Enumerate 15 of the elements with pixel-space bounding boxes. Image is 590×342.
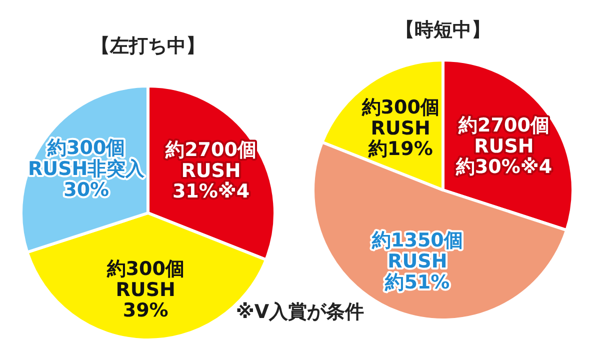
text: ※V入賞が条件: [236, 301, 364, 323]
data-label: 31%※4: [172, 180, 250, 203]
data-label: 約51%: [384, 271, 450, 294]
slice-label: 約2700個 RUSH: [164, 138, 256, 182]
data-label: 約19%: [367, 138, 433, 160]
data-label: 39%: [122, 300, 168, 322]
chart-title: 【時短中】: [396, 19, 490, 41]
data-label: 30%: [64, 178, 110, 201]
slice-label: 約300個 RUSH: [360, 96, 440, 140]
slice-label: 約300個 RUSH: [106, 258, 184, 301]
slice-label: 約300個 RUSH非突入: [28, 136, 146, 180]
slice-label: 約1350個 RUSH: [371, 230, 463, 273]
data-label: 約30%※4: [454, 156, 552, 178]
chart-title: 【左打ち中】: [91, 35, 205, 57]
slice-label: 約2700個 RUSH: [458, 114, 550, 158]
